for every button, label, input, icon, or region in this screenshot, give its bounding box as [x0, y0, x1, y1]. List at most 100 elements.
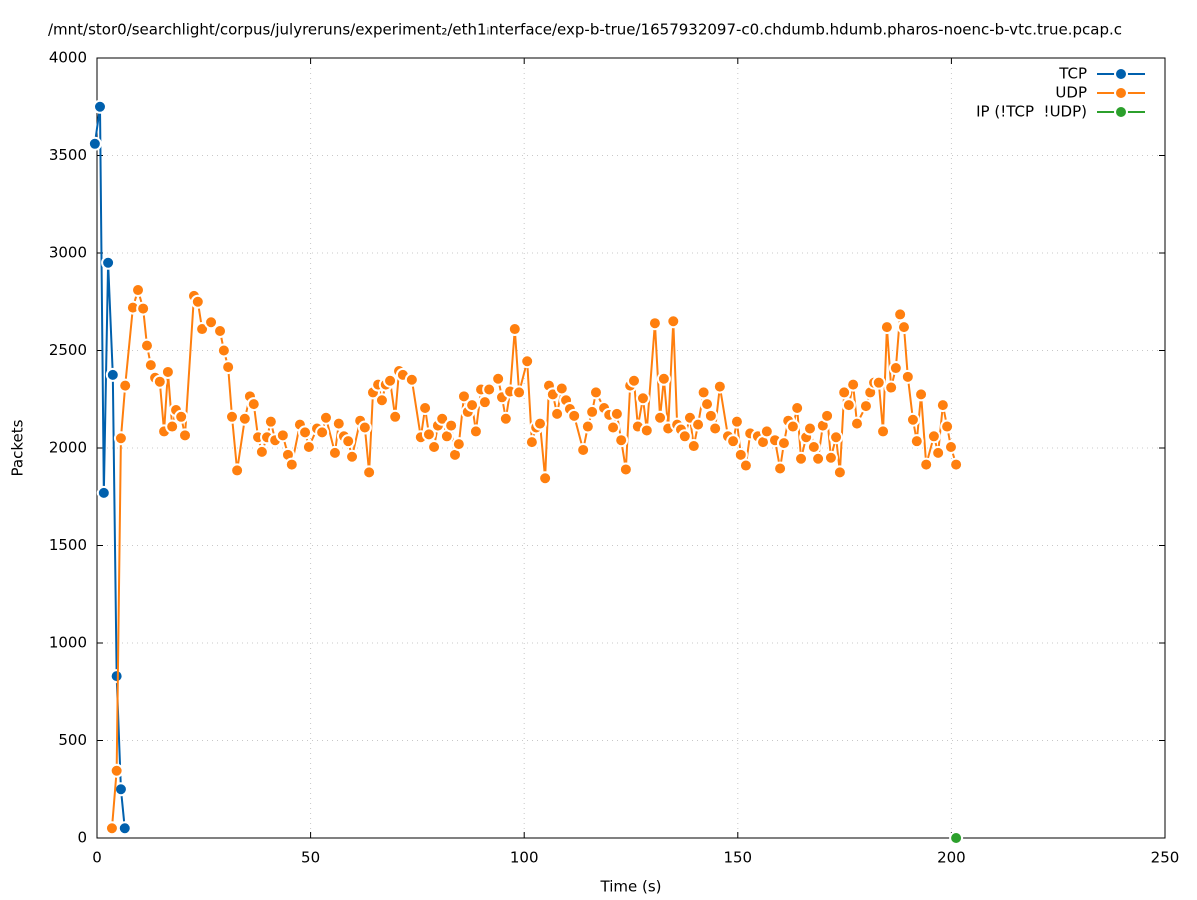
data-point — [926, 429, 941, 444]
data-point — [949, 831, 964, 845]
data-point — [639, 423, 654, 438]
data-point — [315, 425, 330, 440]
data-point — [165, 419, 180, 434]
data-point — [383, 373, 398, 388]
data-point — [580, 419, 595, 434]
data-point — [931, 445, 946, 460]
data-point — [435, 411, 450, 426]
data-point — [87, 136, 102, 151]
legend-label: IP (!TCP !UDP) — [976, 103, 1087, 121]
legend-label: TCP — [1058, 65, 1087, 83]
data-point — [254, 444, 269, 459]
data-point — [785, 419, 800, 434]
data-point — [790, 401, 805, 416]
data-point — [666, 314, 681, 329]
data-point — [567, 408, 582, 423]
data-point — [190, 294, 205, 309]
data-point — [738, 458, 753, 473]
y-tick-label: 500 — [58, 731, 87, 749]
data-point — [507, 322, 522, 337]
data-point — [230, 463, 245, 478]
data-point — [773, 461, 788, 476]
data-point — [451, 437, 466, 452]
data-point — [708, 421, 723, 436]
data-point — [647, 316, 662, 331]
data-point — [919, 457, 934, 472]
data-point — [700, 397, 715, 412]
data-point — [820, 408, 835, 423]
legend-swatch-point — [1114, 86, 1128, 100]
data-point — [841, 398, 856, 413]
data-point — [550, 406, 565, 421]
data-point — [109, 669, 124, 684]
data-point — [900, 369, 915, 384]
data-point — [823, 450, 838, 465]
x-tick-label: 250 — [1151, 849, 1180, 867]
data-point — [888, 361, 903, 376]
data-point — [896, 320, 911, 335]
x-tick-label: 50 — [301, 849, 320, 867]
data-point — [520, 354, 535, 369]
data-point — [96, 485, 111, 500]
data-point — [794, 451, 809, 466]
data-point — [174, 409, 189, 424]
data-point — [468, 424, 483, 439]
data-point — [160, 364, 175, 379]
data-point — [263, 414, 278, 429]
data-point — [152, 374, 167, 389]
data-point — [776, 436, 791, 451]
data-point — [113, 782, 128, 797]
data-point — [101, 255, 116, 270]
x-tick-label: 150 — [723, 849, 752, 867]
data-point — [491, 371, 506, 386]
data-point — [456, 389, 471, 404]
data-point — [341, 434, 356, 449]
data-point — [858, 399, 873, 414]
data-point — [143, 358, 158, 373]
data-point — [178, 428, 193, 443]
data-point — [806, 440, 821, 455]
y-tick-label: 1500 — [49, 536, 87, 554]
data-point — [614, 433, 629, 448]
y-tick-label: 2000 — [49, 439, 87, 457]
data-point — [949, 457, 964, 472]
data-point — [195, 322, 210, 337]
data-point — [104, 821, 119, 836]
data-point — [656, 371, 671, 386]
data-point — [118, 378, 133, 393]
data-point — [105, 367, 120, 382]
data-point — [109, 763, 124, 778]
y-tick-label: 2500 — [49, 341, 87, 359]
data-point — [846, 377, 861, 392]
data-point — [331, 416, 346, 431]
data-point — [588, 385, 603, 400]
data-point — [618, 462, 633, 477]
data-point — [237, 411, 252, 426]
x-tick-label: 100 — [510, 849, 539, 867]
data-point — [117, 821, 132, 836]
data-point — [585, 404, 600, 419]
data-point — [427, 440, 442, 455]
data-point — [832, 465, 847, 480]
data-point — [465, 398, 480, 413]
data-point — [729, 414, 744, 429]
data-point — [136, 301, 151, 316]
x-axis-label: Time (s) — [600, 878, 662, 896]
data-point — [811, 451, 826, 466]
data-point — [216, 343, 231, 358]
data-point — [837, 385, 852, 400]
data-point — [512, 385, 527, 400]
data-point — [275, 428, 290, 443]
data-point — [609, 406, 624, 421]
data-point — [298, 425, 313, 440]
legend-swatch-point — [1114, 105, 1128, 119]
data-point — [213, 324, 228, 338]
x-tick-label: 0 — [92, 849, 102, 867]
data-point — [538, 471, 553, 486]
x-tick-label: 200 — [937, 849, 966, 867]
data-point — [421, 427, 436, 442]
data-point — [327, 445, 342, 460]
data-point — [498, 411, 513, 426]
data-point — [318, 410, 333, 425]
